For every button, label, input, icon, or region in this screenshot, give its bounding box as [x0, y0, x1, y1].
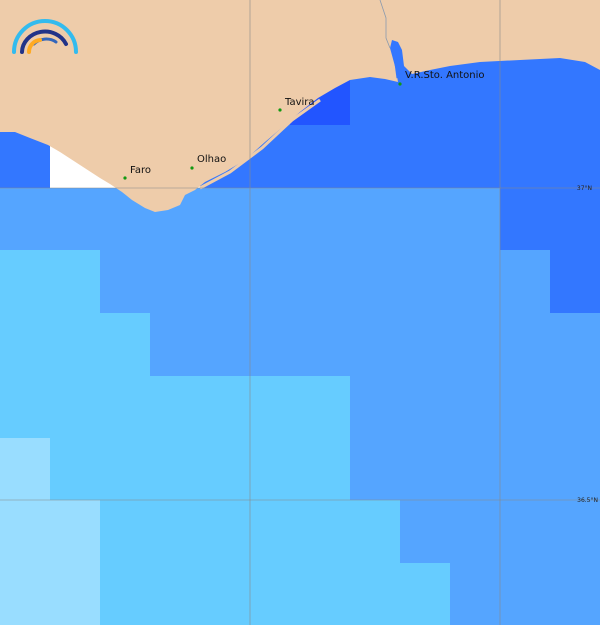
- sea-cell-dark: [500, 188, 600, 250]
- town-marker-tavira[interactable]: [278, 108, 282, 112]
- sea-cell-light: [0, 313, 150, 376]
- sea-cell-light: [50, 438, 350, 500]
- town-markers: Faro Olhao Tavira V.R.Sto. Antonio: [123, 70, 485, 180]
- town-label-tavira: Tavira: [284, 97, 315, 108]
- sea-cell-lightest: [0, 500, 100, 563]
- sea-cell-lightest: [0, 563, 100, 625]
- lat-label-37: 37°N: [577, 185, 592, 192]
- sea-cell-light: [100, 563, 450, 625]
- sea-cell-mid: [450, 563, 600, 625]
- sea-cell-light: [0, 250, 100, 313]
- sea-cell-lightest: [0, 438, 50, 500]
- town-label-faro: Faro: [130, 165, 151, 176]
- lat-label-36-5: 36.5°N: [577, 497, 598, 504]
- town-label-vrsa: V.R.Sto. Antonio: [405, 70, 485, 81]
- town-marker-vrsa[interactable]: [398, 82, 402, 86]
- barrier-island: [199, 98, 321, 190]
- sea-cell-mid: [100, 250, 550, 313]
- logo-icon: [12, 19, 78, 54]
- sea-cell-mid: [150, 313, 600, 376]
- sea-cell-light: [0, 376, 350, 438]
- sea-cell-mid: [350, 438, 600, 500]
- town-label-olhao: Olhao: [197, 154, 226, 165]
- river-line: [379, 0, 391, 49]
- guadiana-river: [392, 47, 400, 79]
- sea-cell-mid: [350, 376, 600, 438]
- town-marker-faro[interactable]: [123, 176, 127, 180]
- land-area: [0, 0, 600, 212]
- sea-cell-dark: [550, 250, 600, 313]
- town-marker-olhao[interactable]: [190, 166, 194, 170]
